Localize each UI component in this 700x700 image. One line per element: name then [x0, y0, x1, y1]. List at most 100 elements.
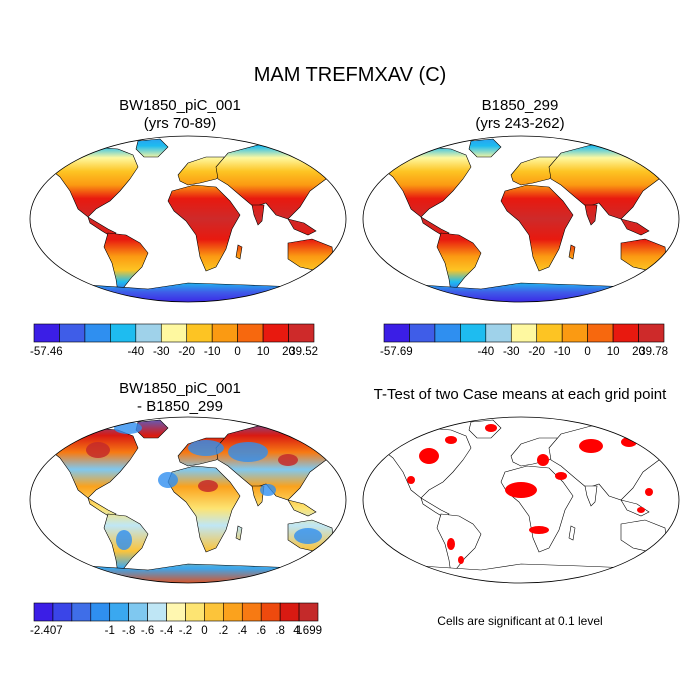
significant-cells: [505, 482, 537, 498]
colorbar-tick-label: 1: [296, 625, 302, 637]
panel-title-line: B1850_299: [481, 97, 559, 114]
cooling-anomaly: [260, 484, 276, 496]
colorbar-bin: [185, 602, 205, 622]
colorbar-bin: [561, 323, 588, 343]
colorbar-tick-label: 10: [257, 346, 270, 358]
colorbar-bin: [288, 323, 315, 343]
significant-cells: [537, 454, 549, 466]
map-panel-case1: [29, 135, 347, 303]
colorbar-case2: -57.69 39.78 -40 -30 -20 -10 0 10 20: [380, 323, 668, 358]
colorbar-bin: [409, 323, 436, 343]
cooling-anomaly: [228, 442, 268, 462]
colorbar-bin: [110, 323, 137, 343]
colorbar-min-label: -57.46: [30, 346, 63, 358]
colorbar-case1: -57.46 39.52 -40 -30 -20 -10 0 10 20: [30, 323, 318, 358]
colorbar-difference: -2.407 4.699 -1 -.8 -.6 -.4 -.2 0 .2 .4 .6 .8 1: [30, 602, 322, 637]
colorbar-tick-label: -.8: [122, 625, 135, 637]
significance-footnote: Cells are significant at 0.1 level: [437, 614, 603, 628]
colorbar-bin: [33, 323, 60, 343]
panel-title-line: (yrs 243-262): [475, 115, 565, 132]
panel-title-line: (yrs 70-89): [143, 115, 217, 132]
warming-anomaly: [198, 480, 218, 492]
warming-anomaly: [278, 454, 298, 466]
colorbar-bin: [460, 323, 487, 343]
significant-cells: [391, 437, 403, 443]
significant-cells: [445, 436, 457, 444]
significant-cells: [407, 476, 415, 484]
significant-cells: [579, 439, 603, 453]
colorbar-tick-label: -.2: [179, 625, 192, 637]
colorbar-tick-label: 0: [201, 625, 207, 637]
colorbar-tick-label: .6: [256, 625, 266, 637]
map-border: [29, 135, 347, 303]
colorbar-tick-label: -10: [554, 346, 571, 358]
colorbar-bin: [434, 323, 461, 343]
panel-title-ttest: T-Test of two Case means at each grid po…: [340, 386, 700, 404]
cooling-anomaly: [294, 528, 322, 544]
significant-cells: [419, 448, 439, 464]
colorbar-bin: [204, 602, 224, 622]
cooling-anomaly: [58, 574, 118, 582]
colorbar-bin: [279, 602, 300, 622]
colorbar-bin: [260, 602, 281, 622]
colorbar-bin: [223, 602, 243, 622]
colorbar-bin: [33, 602, 54, 622]
cooling-anomaly: [116, 530, 132, 550]
map-panel-case2: [362, 135, 680, 303]
colorbar-max-label: 39.78: [639, 346, 668, 358]
colorbar-bin: [90, 602, 111, 622]
colorbar-tick-label: 20: [282, 346, 295, 358]
colorbar-bin: [237, 323, 264, 343]
significant-cells: [458, 556, 464, 564]
colorbar-bin: [128, 602, 148, 622]
colorbar-bin: [211, 323, 238, 343]
panel-title-difference: BW1850_piC_001 - B1850_299: [30, 380, 330, 416]
colorbar-tick-label: -30: [503, 346, 520, 358]
cooling-anomaly: [188, 440, 224, 456]
colorbar-bin: [510, 323, 538, 343]
map-panel-difference: [29, 416, 347, 584]
cooling-anomaly: [114, 422, 142, 434]
colorbar-max-label: 4.699: [293, 625, 322, 637]
significant-cells: [485, 424, 497, 432]
colorbar-bin: [84, 323, 111, 343]
colorbar-bin: [71, 602, 92, 622]
colorbar-bin: [298, 602, 319, 622]
significant-cells: [529, 526, 549, 534]
colorbar-bin: [59, 323, 86, 343]
colorbar-tick-label: 10: [607, 346, 620, 358]
colorbar-tick-label: -30: [153, 346, 170, 358]
panel-title-line: BW1850_piC_001: [119, 380, 241, 397]
colorbar-bin: [612, 323, 639, 343]
colorbar-tick-label: -20: [528, 346, 545, 358]
panel-title-line: T-Test of two Case means at each grid po…: [373, 386, 667, 403]
colorbar-bin: [536, 323, 563, 343]
colorbar-bin: [166, 602, 186, 622]
colorbar-bin: [147, 602, 167, 622]
map-border: [29, 416, 347, 584]
colorbar-bin: [109, 602, 129, 622]
warming-anomaly: [86, 442, 110, 458]
colorbar-bin: [485, 323, 512, 343]
panel-title-line: - B1850_299: [137, 398, 223, 415]
colorbar-tick-label: -40: [128, 346, 145, 358]
colorbar-tick-label: -10: [204, 346, 221, 358]
colorbar-bin: [638, 323, 665, 343]
colorbar-tick-label: -.4: [160, 625, 174, 637]
colorbar-bin: [52, 602, 73, 622]
colorbar-bin: [587, 323, 614, 343]
colorbar-tick-label: .2: [219, 625, 229, 637]
colorbar-tick-label: .4: [237, 625, 247, 637]
map-border: [362, 416, 680, 584]
colorbar-tick-label: 20: [632, 346, 645, 358]
colorbar-max-label: 39.52: [289, 346, 318, 358]
panel-title-case1: BW1850_piC_001 (yrs 70-89): [30, 97, 330, 133]
colorbar-tick-label: 0: [234, 346, 240, 358]
colorbar-tick-label: -.6: [141, 625, 154, 637]
map-panel-ttest: [362, 416, 680, 584]
colorbar-bin: [241, 602, 262, 622]
significant-cells: [645, 488, 653, 496]
panel-title-case2: B1850_299 (yrs 243-262): [370, 97, 670, 133]
